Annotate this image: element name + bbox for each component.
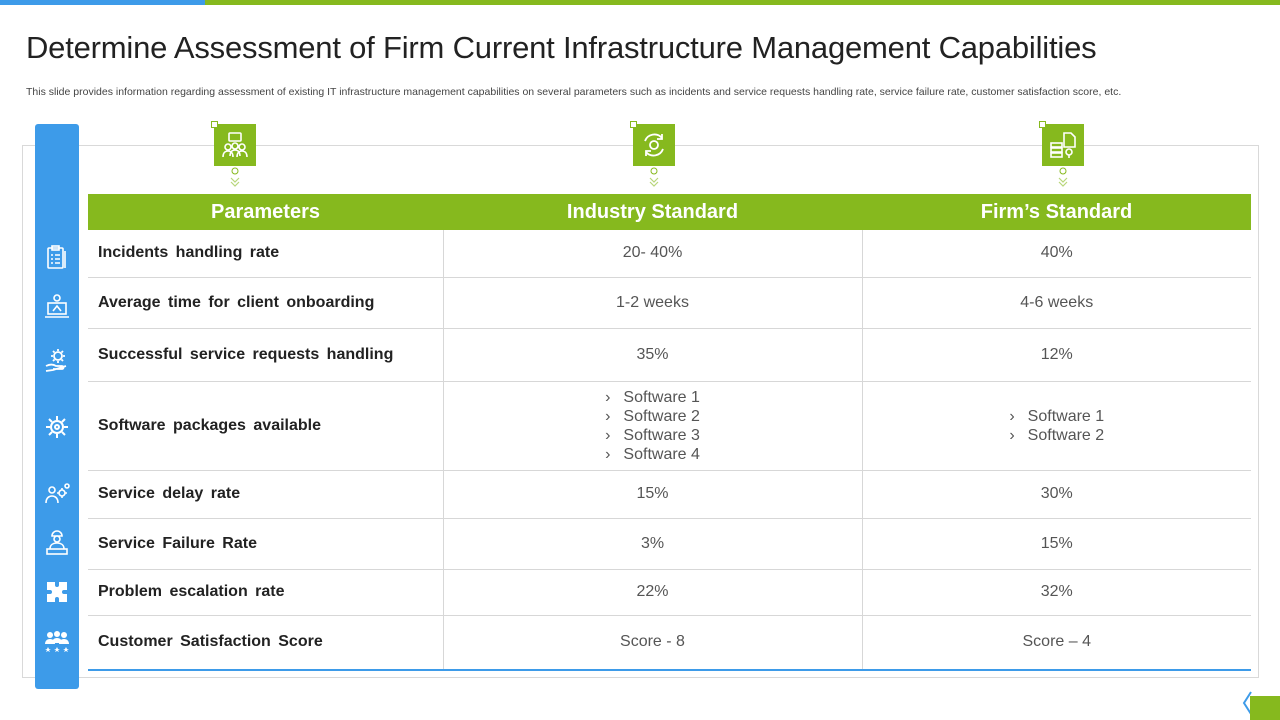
person-gears-icon	[45, 483, 70, 504]
customer-group-icon	[45, 631, 69, 652]
connector-chevron-icon	[230, 167, 240, 187]
server-document-icon	[1039, 121, 1084, 166]
table-row: Service Failure Rate 3% 15%	[88, 518, 1251, 570]
firm-cell: 4-6 weeks	[861, 277, 1251, 329]
table-row: Service delay rate 15% 30%	[88, 470, 1251, 519]
table-row: Successful service requests handling 35%…	[88, 328, 1251, 382]
firm-cell: 40%	[861, 230, 1251, 278]
top-accent-bar	[0, 0, 1280, 5]
gear-cog-icon	[46, 416, 68, 438]
list-item: Software 1	[605, 388, 699, 407]
connector-chevron-icon	[649, 167, 659, 187]
gear-hand-icon	[45, 349, 67, 372]
param-cell: Service Failure Rate	[88, 518, 443, 570]
slide-subtitle: This slide provides information regardin…	[26, 86, 1122, 98]
industry-cell: 35%	[442, 328, 862, 382]
industry-software-list: Software 1 Software 2 Software 3 Softwar…	[605, 388, 699, 464]
chevron-left-icon	[1242, 691, 1252, 715]
firm-cell: Score – 4	[861, 615, 1251, 671]
computer-user-icon	[45, 294, 69, 318]
param-cell: Software packages available	[88, 381, 443, 471]
industry-cell: 22%	[442, 569, 862, 616]
worker-desk-icon	[46, 530, 68, 555]
corner-accent	[1250, 696, 1280, 720]
firm-cell: 12%	[861, 328, 1251, 382]
slide-title: Determine Assessment of Firm Current Inf…	[26, 30, 1097, 65]
list-item: Software 1	[1009, 407, 1104, 426]
table-header-row: Parameters Industry Standard Firm’s Stan…	[88, 194, 1251, 230]
table-row: Problem escalation rate 22% 32%	[88, 569, 1251, 616]
list-item: Software 3	[605, 426, 699, 445]
industry-cell: 1-2 weeks	[442, 277, 862, 329]
param-cell: Service delay rate	[88, 470, 443, 519]
header-firms-standard: Firm’s Standard	[862, 194, 1251, 230]
table-row: Customer Satisfaction Score Score - 8 Sc…	[88, 615, 1251, 671]
header-industry-standard: Industry Standard	[443, 194, 862, 230]
clipboard-checklist-icon	[47, 245, 66, 269]
list-item: Software 2	[1009, 426, 1104, 445]
industry-cell: 3%	[442, 518, 862, 570]
table-row: Average time for client onboarding 1-2 w…	[88, 277, 1251, 329]
connector-chevron-icon	[1058, 167, 1068, 187]
list-item: Software 2	[605, 407, 699, 426]
top-accent-blue	[0, 0, 205, 5]
industry-cell: Software 1 Software 2 Software 3 Softwar…	[442, 381, 862, 471]
team-network-icon	[211, 121, 256, 166]
list-item: Software 4	[605, 445, 699, 464]
puzzle-icon	[47, 582, 67, 602]
industry-cell: 15%	[442, 470, 862, 519]
param-cell: Average time for client onboarding	[88, 277, 443, 329]
firm-cell: 30%	[861, 470, 1251, 519]
firm-cell: Software 1 Software 2	[861, 381, 1251, 471]
param-cell: Problem escalation rate	[88, 569, 443, 616]
table-row: Software packages available Software 1 S…	[88, 381, 1251, 471]
industry-cell: 20- 40%	[442, 230, 862, 278]
param-cell: Customer Satisfaction Score	[88, 615, 443, 671]
table-row: Incidents handling rate 20- 40% 40%	[88, 230, 1251, 278]
assessment-table: Parameters Industry Standard Firm’s Stan…	[88, 194, 1251, 671]
firm-software-list: Software 1 Software 2	[1009, 407, 1104, 445]
refresh-gear-icon	[630, 121, 675, 166]
param-cell: Incidents handling rate	[88, 230, 443, 278]
header-parameters: Parameters	[88, 194, 443, 230]
firm-cell: 32%	[861, 569, 1251, 616]
firm-cell: 15%	[861, 518, 1251, 570]
param-cell: Successful service requests handling	[88, 328, 443, 382]
industry-cell: Score - 8	[442, 615, 862, 671]
